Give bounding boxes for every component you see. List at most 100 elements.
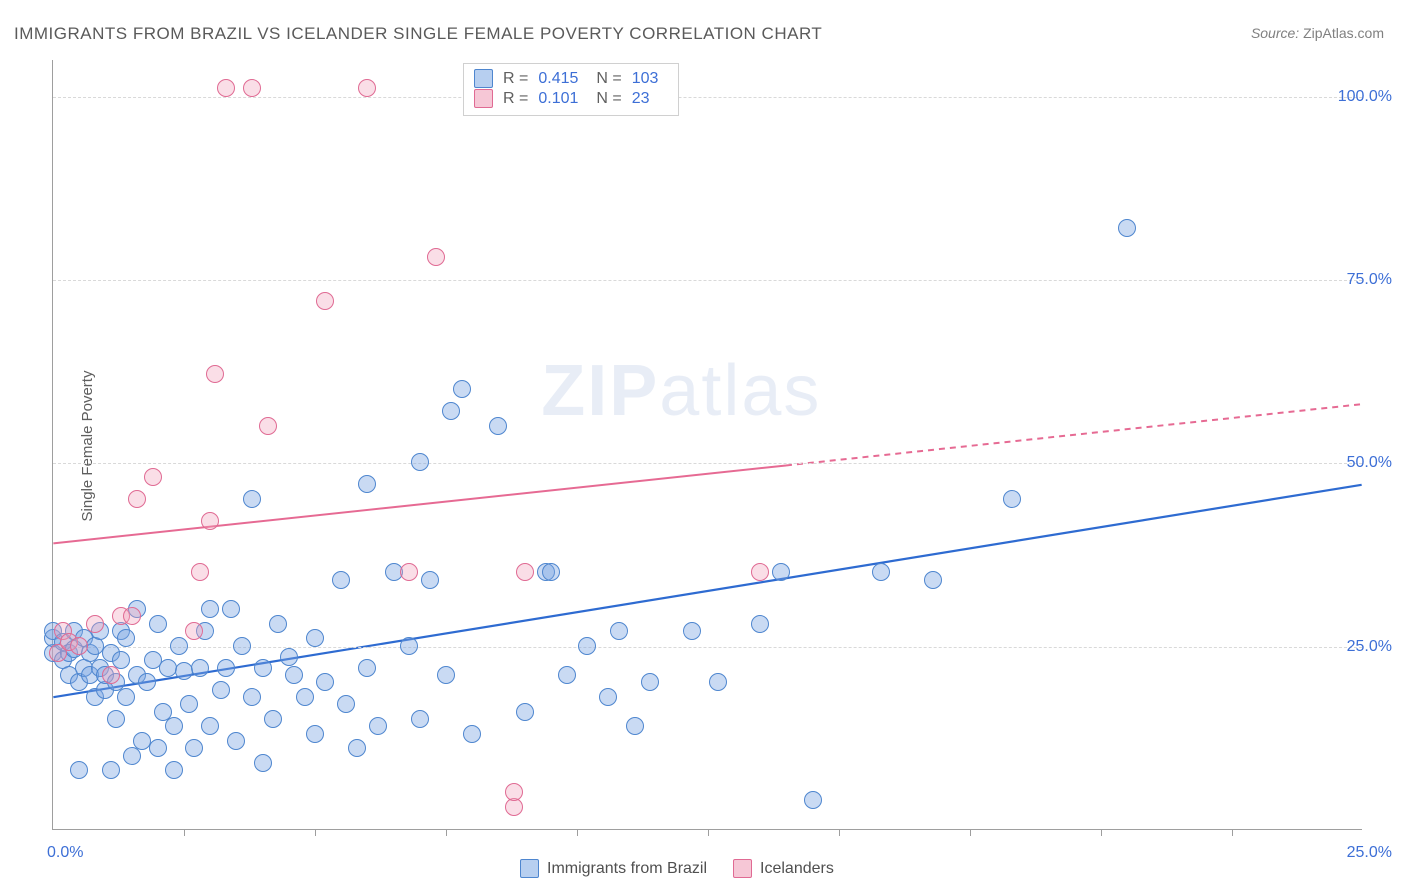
- data-point: [316, 673, 334, 691]
- data-point: [206, 365, 224, 383]
- data-point: [117, 688, 135, 706]
- chart-title: IMMIGRANTS FROM BRAZIL VS ICELANDER SING…: [14, 24, 822, 44]
- data-point: [149, 615, 167, 633]
- data-point: [269, 615, 287, 633]
- data-point: [369, 717, 387, 735]
- watermark-rest: atlas: [659, 351, 821, 431]
- data-point: [259, 417, 277, 435]
- data-point: [306, 725, 324, 743]
- trend-line-dashed: [786, 404, 1362, 465]
- data-point: [348, 739, 366, 757]
- legend-n-label: N =: [596, 90, 621, 108]
- data-point: [683, 622, 701, 640]
- data-point: [578, 637, 596, 655]
- data-point: [138, 673, 156, 691]
- data-point: [516, 703, 534, 721]
- x-tick: [839, 829, 840, 836]
- data-point: [411, 710, 429, 728]
- data-point: [772, 563, 790, 581]
- data-point: [337, 695, 355, 713]
- data-point: [558, 666, 576, 684]
- data-point: [201, 512, 219, 530]
- legend-r-label: R =: [503, 90, 528, 108]
- data-point: [516, 563, 534, 581]
- x-tick-label-min: 0.0%: [47, 844, 83, 862]
- data-point: [505, 783, 523, 801]
- data-point: [180, 695, 198, 713]
- data-point: [316, 292, 334, 310]
- data-point: [296, 688, 314, 706]
- gridline-horizontal: [53, 280, 1362, 281]
- legend-series: Immigrants from Brazil Icelanders: [520, 859, 834, 878]
- data-point: [306, 629, 324, 647]
- x-tick: [708, 829, 709, 836]
- data-point: [400, 637, 418, 655]
- data-point: [1118, 219, 1136, 237]
- legend-r-value: 0.415: [538, 70, 586, 88]
- data-point: [70, 637, 88, 655]
- data-point: [358, 79, 376, 97]
- source-name: ZipAtlas.com: [1303, 25, 1384, 41]
- data-point: [254, 754, 272, 772]
- data-point: [442, 402, 460, 420]
- data-point: [421, 571, 439, 589]
- data-point: [542, 563, 560, 581]
- data-point: [924, 571, 942, 589]
- data-point: [117, 629, 135, 647]
- data-point: [222, 600, 240, 618]
- data-point: [751, 563, 769, 581]
- x-tick: [1232, 829, 1233, 836]
- data-point: [709, 673, 727, 691]
- x-tick: [446, 829, 447, 836]
- y-tick-label: 25.0%: [1347, 638, 1392, 656]
- data-point: [599, 688, 617, 706]
- legend-n-label: N =: [596, 70, 621, 88]
- data-point: [463, 725, 481, 743]
- data-point: [70, 761, 88, 779]
- data-point: [128, 490, 146, 508]
- data-point: [264, 710, 282, 728]
- legend-swatch: [520, 859, 539, 878]
- data-point: [411, 453, 429, 471]
- legend-stats: R =0.415N =103R =0.101N =23: [463, 63, 679, 116]
- legend-series-item: Icelanders: [733, 859, 834, 878]
- data-point: [427, 248, 445, 266]
- x-tick-label-max: 25.0%: [1347, 844, 1392, 862]
- legend-r-label: R =: [503, 70, 528, 88]
- data-point: [191, 659, 209, 677]
- y-tick-label: 75.0%: [1347, 271, 1392, 289]
- data-point: [86, 615, 104, 633]
- data-point: [102, 761, 120, 779]
- data-point: [751, 615, 769, 633]
- x-tick: [577, 829, 578, 836]
- watermark-bold: ZIP: [541, 351, 659, 431]
- data-point: [243, 490, 261, 508]
- x-tick: [970, 829, 971, 836]
- data-point: [804, 791, 822, 809]
- data-point: [626, 717, 644, 735]
- data-point: [285, 666, 303, 684]
- scatter-plot: ZIPatlas: [52, 60, 1362, 830]
- x-tick: [1101, 829, 1102, 836]
- data-point: [185, 739, 203, 757]
- data-point: [217, 79, 235, 97]
- legend-series-label: Immigrants from Brazil: [547, 860, 707, 878]
- data-point: [144, 468, 162, 486]
- gridline-horizontal: [53, 463, 1362, 464]
- data-point: [254, 659, 272, 677]
- data-point: [107, 710, 125, 728]
- data-point: [123, 607, 141, 625]
- data-point: [358, 659, 376, 677]
- legend-stats-row: R =0.415N =103: [474, 69, 666, 88]
- legend-r-value: 0.101: [538, 90, 586, 108]
- data-point: [191, 563, 209, 581]
- legend-swatch: [733, 859, 752, 878]
- trend-line: [53, 485, 1361, 697]
- data-point: [400, 563, 418, 581]
- data-point: [641, 673, 659, 691]
- data-point: [227, 732, 245, 750]
- data-point: [102, 666, 120, 684]
- trend-line: [53, 465, 786, 543]
- data-point: [217, 659, 235, 677]
- data-point: [489, 417, 507, 435]
